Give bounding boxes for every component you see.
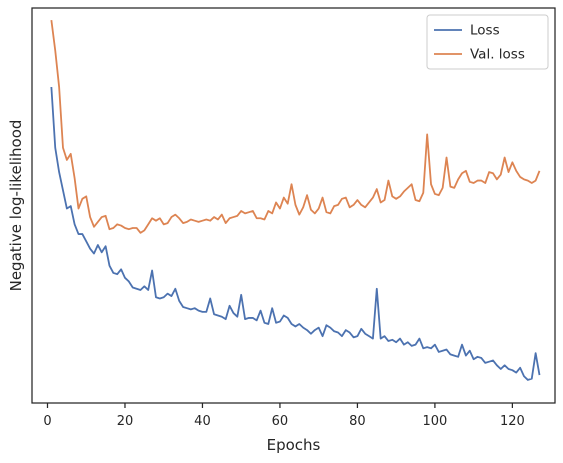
legend: Loss Val. loss: [426, 14, 549, 70]
legend-label-loss: Loss: [470, 23, 500, 39]
x-tick-label: 20: [117, 414, 134, 429]
x-tick-label: 80: [349, 414, 366, 429]
x-tick-label: 100: [422, 414, 447, 429]
series-line-loss: [50, 86, 541, 381]
legend-box: [426, 14, 549, 70]
x-tick-label: 0: [43, 414, 51, 429]
legend-label-val-loss: Val. loss: [470, 47, 525, 63]
x-axis-label: Epochs: [267, 436, 321, 454]
series-layer: [50, 20, 541, 381]
series-line-val-loss: [50, 20, 541, 234]
x-tick-label: 60: [272, 414, 289, 429]
x-tick-label: 40: [194, 414, 211, 429]
x-tick-label: 120: [500, 414, 525, 429]
x-ticks: 0 20 40 60 80 100 120: [43, 403, 525, 429]
plot-frame: [31, 7, 556, 404]
y-axis-label: Negative log-likelihood: [7, 120, 25, 292]
